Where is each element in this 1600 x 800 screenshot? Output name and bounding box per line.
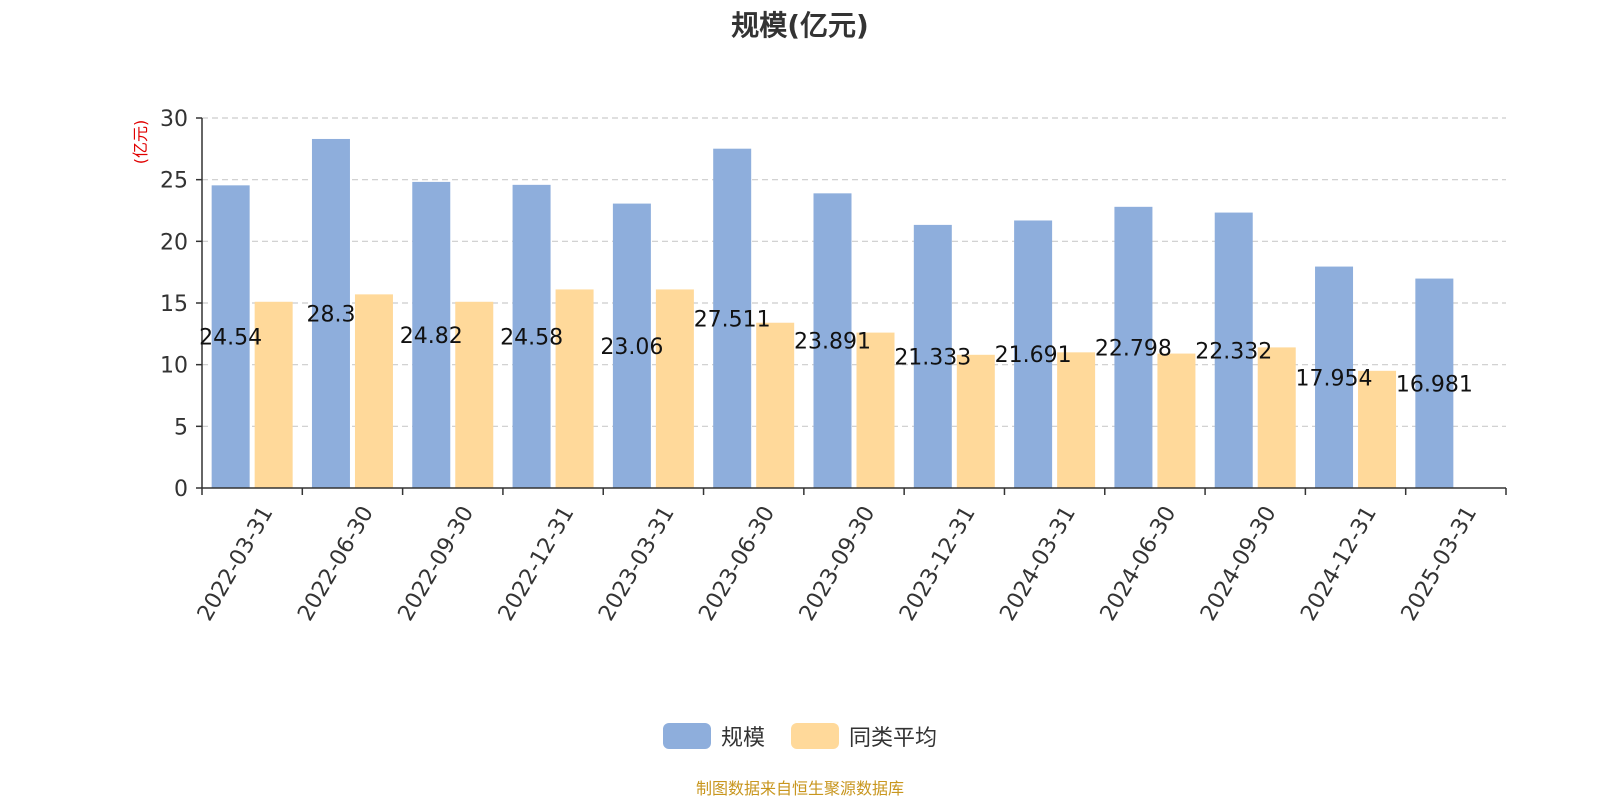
bar-peer-average[interactable]: [856, 332, 895, 488]
x-tick-label: 2023-06-30: [694, 502, 780, 625]
y-tick-label: 15: [160, 292, 188, 317]
data-label-scale: 22.798: [1095, 336, 1172, 361]
bar-peer-average[interactable]: [756, 322, 795, 488]
data-label-scale: 16.981: [1396, 372, 1473, 397]
legend: 规模 同类平均: [0, 720, 1600, 752]
x-tick-label: 2024-09-30: [1196, 502, 1282, 625]
bars: [211, 138, 1454, 489]
bar-peer-average[interactable]: [956, 354, 995, 488]
x-tick-label: 2022-12-31: [494, 502, 580, 625]
y-tick-label: 5: [174, 415, 188, 440]
bar-scale[interactable]: [612, 203, 651, 489]
bar-scale[interactable]: [412, 181, 451, 489]
bar-peer-average[interactable]: [1057, 352, 1096, 488]
bar-chart: 0 5 10 15 20 25 30 2022-03-31 2022-06-30 2022-09-…: [131, 107, 1507, 625]
bar-scale[interactable]: [713, 148, 752, 488]
bar-peer-average[interactable]: [1358, 370, 1397, 488]
legend-item-peer-average[interactable]: 同类平均: [791, 720, 937, 752]
data-label-scale: 24.54: [199, 326, 262, 351]
data-label-scale: 24.82: [400, 324, 463, 349]
x-tick-label: 2023-09-30: [795, 502, 881, 625]
data-label-scale: 17.954: [1296, 366, 1373, 391]
bar-peer-average[interactable]: [555, 289, 594, 488]
legend-label-scale: 规模: [720, 726, 765, 751]
bar-peer-average[interactable]: [354, 294, 393, 488]
x-tick-label: 2022-06-30: [293, 502, 379, 625]
legend-item-scale[interactable]: 规模: [662, 720, 765, 752]
legend-swatch-scale: [662, 723, 711, 749]
data-labels: 24.54 28.3 24.82 24.58 23.06 27.511 23.891 21.3…: [199, 302, 1473, 397]
bar-scale[interactable]: [512, 184, 551, 488]
y-axis-label: (亿元): [131, 120, 150, 165]
data-label-scale: 23.06: [600, 335, 663, 360]
legend-swatch-peer-average: [791, 723, 839, 749]
bar-peer-average[interactable]: [655, 289, 694, 488]
x-tick-label: 2023-12-31: [895, 502, 981, 625]
bar-scale[interactable]: [1014, 220, 1053, 488]
data-label-scale: 21.333: [894, 345, 971, 370]
x-tick-label: 2024-03-31: [995, 502, 1081, 625]
bar-scale[interactable]: [813, 193, 852, 488]
chart-title: 规模(亿元): [731, 9, 869, 42]
y-tick-label: 10: [160, 354, 188, 379]
data-label-scale: 21.691: [995, 343, 1072, 368]
data-label-scale: 27.511: [694, 307, 771, 332]
bar-scale[interactable]: [1114, 206, 1153, 489]
y-tick-label: 30: [160, 107, 188, 132]
x-tick-label: 2025-03-31: [1397, 502, 1483, 625]
x-tick-label: 2023-03-31: [594, 502, 680, 625]
y-tick-label: 25: [160, 169, 188, 194]
bar-scale[interactable]: [1415, 278, 1454, 488]
bar-scale[interactable]: [1315, 266, 1354, 488]
bar-peer-average[interactable]: [1257, 347, 1296, 488]
source-note: 制图数据来自恒生聚源数据库: [695, 779, 904, 798]
y-tick-label: 20: [160, 230, 188, 255]
legend-label-peer-average: 同类平均: [849, 726, 938, 751]
data-label-scale: 22.332: [1195, 339, 1272, 364]
bar-scale[interactable]: [1214, 212, 1253, 488]
data-label-scale: 28.3: [306, 302, 355, 327]
gridlines: [202, 117, 1506, 427]
x-tick-label: 2022-09-30: [394, 502, 480, 625]
bar-peer-average[interactable]: [254, 301, 293, 488]
x-tick-label: 2022-03-31: [193, 502, 279, 625]
bar-scale[interactable]: [211, 185, 250, 488]
bar-scale[interactable]: [913, 224, 952, 488]
x-tick-label: 2024-06-30: [1096, 502, 1182, 625]
x-tick-label: 2024-12-31: [1296, 502, 1382, 625]
bar-peer-average[interactable]: [455, 301, 494, 488]
data-label-scale: 23.891: [794, 330, 871, 355]
data-label-scale: 24.58: [500, 325, 563, 350]
bar-scale[interactable]: [311, 138, 350, 488]
y-tick-label: 0: [174, 477, 188, 502]
bar-peer-average[interactable]: [1157, 353, 1196, 488]
